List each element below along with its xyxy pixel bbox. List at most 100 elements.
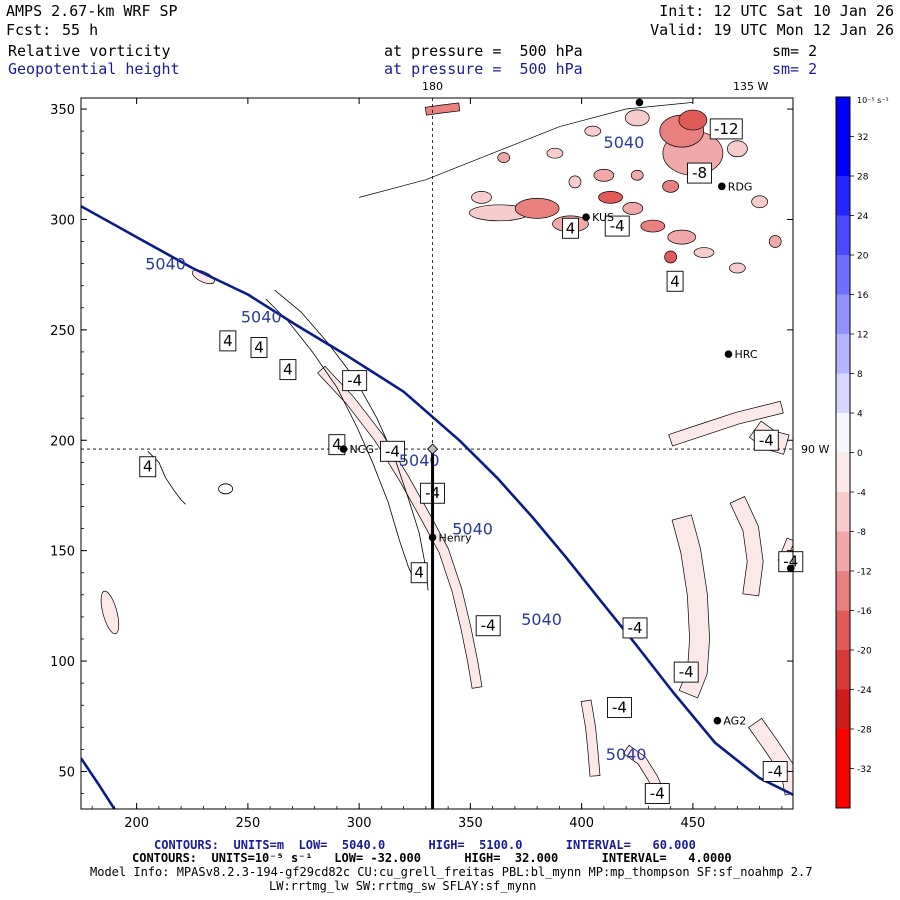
colorbar-bin bbox=[836, 689, 850, 730]
station-name: AG2 bbox=[723, 715, 746, 728]
vorticity-label-box bbox=[604, 215, 630, 237]
station-name: KUS bbox=[592, 211, 614, 224]
colorbar-label: -32 bbox=[857, 765, 872, 775]
station-name: Henry bbox=[439, 531, 473, 544]
vorticity-cell bbox=[664, 250, 677, 264]
height-label: 5040 bbox=[604, 133, 645, 152]
y-tick-label: 200 bbox=[50, 434, 75, 449]
vorticity-cell bbox=[514, 198, 560, 219]
field1-name: Relative vorticity bbox=[8, 42, 171, 60]
vorticity-label-box bbox=[607, 696, 632, 718]
vorticity-label-box bbox=[753, 429, 779, 451]
vorticity-cell bbox=[471, 191, 492, 204]
vorticity-label: -4 bbox=[347, 372, 362, 390]
x-tick-label: 250 bbox=[235, 816, 260, 831]
height-contour-labels: 5040 5040 5040 5040 5040 5040 5040 bbox=[145, 133, 646, 764]
y-tick-label: 150 bbox=[50, 545, 75, 560]
vorticity-label: -12 bbox=[714, 120, 739, 138]
colorbar-bin bbox=[836, 768, 850, 809]
station-dot bbox=[339, 445, 348, 453]
vorticity-label: 4 bbox=[143, 458, 153, 476]
vorticity-label-box bbox=[219, 330, 237, 352]
colorbar-label: 24 bbox=[857, 212, 869, 222]
y-tick-label: 250 bbox=[50, 324, 75, 339]
vorticity-label-box bbox=[644, 783, 670, 804]
vorticity-cell bbox=[497, 152, 511, 163]
vorticity-cell bbox=[593, 168, 615, 182]
vorticity-label: 4 bbox=[414, 564, 424, 582]
height-label: 5040 bbox=[452, 520, 493, 539]
y-tick-label: 300 bbox=[50, 213, 75, 228]
station-name: HRC bbox=[734, 348, 757, 361]
x-tick-label: 450 bbox=[680, 816, 705, 831]
height-label: 5040 bbox=[521, 610, 562, 629]
colorbar-label: -8 bbox=[857, 528, 866, 538]
plot-frame bbox=[80, 97, 794, 810]
station-dot bbox=[718, 182, 726, 191]
vorticity-cell bbox=[622, 202, 644, 215]
colorbar-label: -12 bbox=[857, 568, 872, 578]
vorticity-label-box bbox=[410, 562, 428, 584]
vorticity-label-box bbox=[673, 661, 699, 683]
header-model: AMPS 2.67-km WRF SP bbox=[6, 2, 178, 20]
vorticity-label-box bbox=[475, 615, 501, 637]
vorticity-label: -4 bbox=[650, 785, 665, 803]
vorticity-label-box bbox=[279, 359, 297, 381]
vorticity-label-box bbox=[250, 337, 268, 358]
vorticity-label: -4 bbox=[768, 762, 783, 780]
vorticity-label: -4 bbox=[385, 442, 400, 460]
footer-vorticity-contours: CONTOURS: UNITS=10⁻⁵ s⁻¹ LOW= -32.000 HI… bbox=[132, 851, 732, 865]
x-tick-label: 300 bbox=[347, 816, 372, 831]
vorticity-label: -8 bbox=[692, 164, 707, 182]
colorbar-bin bbox=[836, 176, 850, 216]
colorbar-unit: 10⁻⁵ s⁻¹ bbox=[857, 96, 889, 105]
vorticity-label: 4 bbox=[566, 219, 576, 237]
field2-name: Geopotential height bbox=[8, 60, 180, 78]
vorticity-cell bbox=[751, 195, 768, 209]
colorbar-label: -24 bbox=[857, 686, 872, 696]
vorticity-cell bbox=[678, 109, 708, 131]
vorticity-band bbox=[671, 514, 710, 699]
plot-axes: 200 250 300 350 400 450 50 100 150 200 250 300 350 18… bbox=[50, 80, 829, 831]
x-tick-label: 400 bbox=[569, 816, 594, 831]
vorticity-label-box bbox=[687, 162, 712, 184]
vorticity-contour bbox=[274, 289, 429, 591]
vorticity-label-box bbox=[342, 370, 368, 392]
vorticity-contour bbox=[359, 102, 693, 198]
height-label: 5040 bbox=[606, 745, 647, 764]
field1-smoothing: sm= 2 bbox=[772, 42, 818, 60]
height-label: 5040 bbox=[241, 308, 282, 327]
height-label: 5040 bbox=[399, 451, 440, 470]
x-tick-label: 200 bbox=[124, 816, 149, 831]
colorbar-bin bbox=[836, 255, 850, 295]
vorticity-cell bbox=[662, 179, 679, 193]
colorbar-bin bbox=[836, 531, 850, 572]
vorticity-contour bbox=[147, 451, 186, 505]
field2-level: at pressure = 500 hPa bbox=[384, 60, 583, 78]
vorticity-cell bbox=[568, 175, 582, 189]
station-dot bbox=[713, 716, 722, 725]
vorticity-label-box bbox=[380, 440, 405, 462]
header-fcst-value: 55 h bbox=[62, 21, 99, 39]
footer-height-contours: CONTOURS: UNITS=m LOW= 5040.0 HIGH= 5100… bbox=[154, 838, 696, 852]
vorticity-label: -4 bbox=[612, 698, 627, 716]
vorticity-contour bbox=[218, 483, 234, 495]
height-contour-5040 bbox=[81, 757, 116, 809]
vorticity-band bbox=[424, 102, 461, 116]
colorbar-label: 0 bbox=[857, 449, 863, 459]
station-dot bbox=[635, 98, 644, 107]
vorticity-label-box bbox=[562, 217, 579, 239]
colorbar-bin bbox=[836, 215, 850, 256]
vorticity-cell bbox=[584, 125, 602, 137]
colorbar-bin bbox=[836, 413, 850, 453]
meridian-label: 135 W bbox=[733, 80, 768, 93]
vorticity-label: 4 bbox=[670, 272, 680, 290]
vorticity-cell bbox=[640, 219, 666, 233]
height-label: 5040 bbox=[145, 255, 186, 274]
vorticity-label: 4 bbox=[223, 332, 233, 350]
vorticity-contour bbox=[265, 298, 416, 582]
vorticity-label: -4 bbox=[628, 619, 643, 637]
colorbar: 32 28 24 20 16 12 8 4 0 -4 -8 -12 -16 -20 -24 -28 -32 10⁻… bbox=[835, 96, 889, 809]
